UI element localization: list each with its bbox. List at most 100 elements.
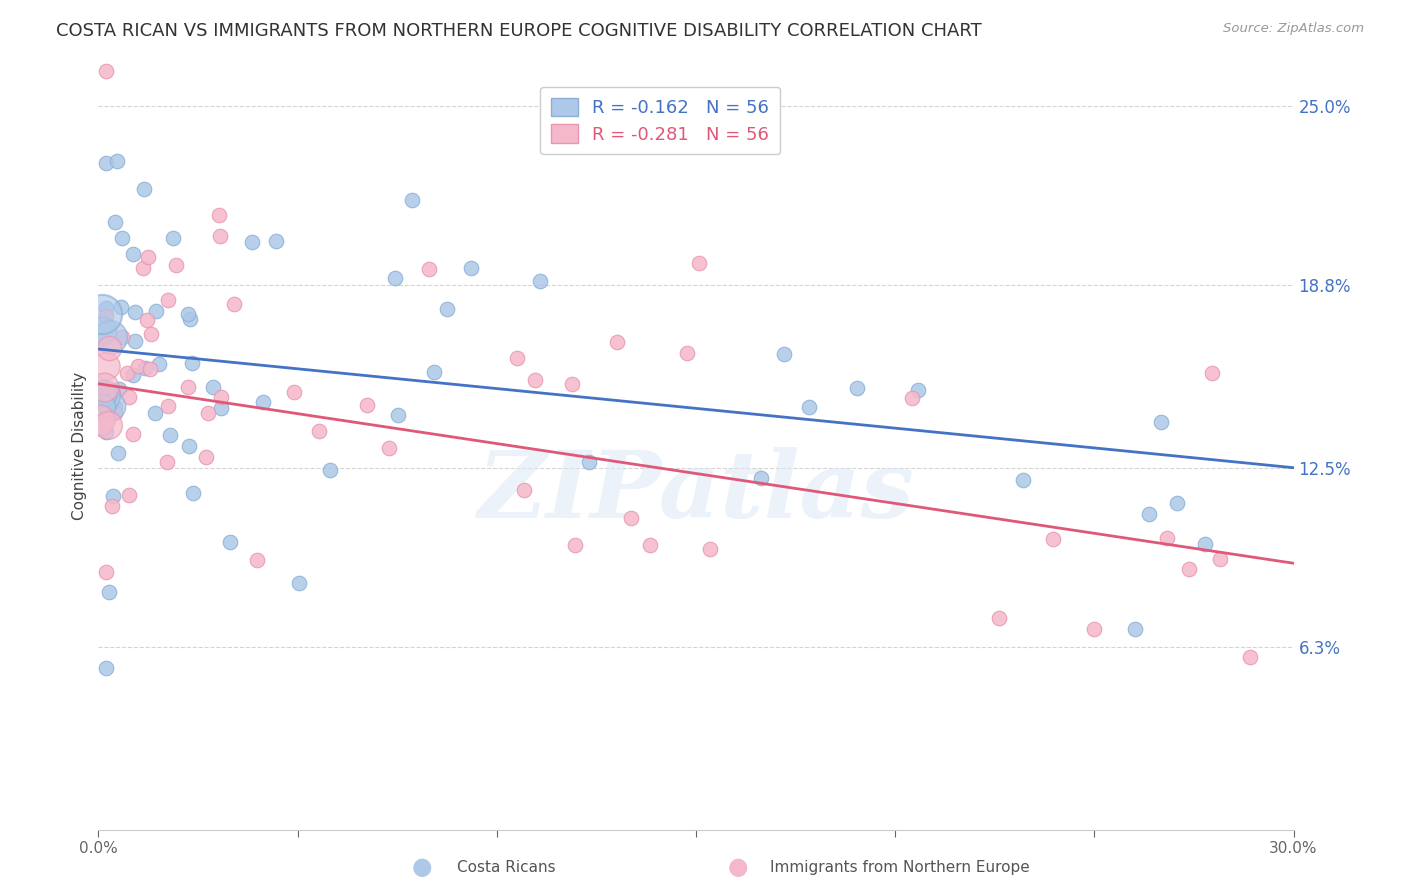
Point [107,446,129,460]
Point [111,231,134,245]
Point [101,399,124,413]
Point [436,302,458,317]
Point [1178,562,1201,576]
Point [162,231,184,245]
Point [96,413,118,427]
Point [96,310,118,324]
Point [97,342,120,356]
Text: ZIPatlas: ZIPatlas [478,447,914,537]
Point [159,427,181,442]
Text: Source: ZipAtlas.com: Source: ZipAtlas.com [1223,22,1364,36]
Point [907,383,929,397]
Point [156,293,179,307]
Point [675,346,697,360]
Point [606,334,628,349]
Point [423,365,446,379]
Point [1156,531,1178,545]
Point [194,450,217,464]
Point [124,305,146,319]
Point [401,194,423,208]
Point [107,382,129,396]
Point [145,304,167,318]
Point [387,409,409,423]
Point [319,463,342,477]
Point [89,412,111,426]
Point [246,552,269,566]
Text: ●: ● [412,855,432,879]
Point [418,261,440,276]
Text: Costa Ricans: Costa Ricans [457,860,555,874]
Text: ●: ● [728,855,748,879]
Point [699,542,721,557]
Point [1209,552,1232,566]
Point [91,324,114,338]
Point [505,351,527,365]
Point [1137,507,1160,521]
Point [561,376,583,391]
Y-axis label: Cognitive Disability: Cognitive Disability [72,372,87,520]
Point [1201,367,1223,381]
Point [90,401,112,415]
Point [209,228,232,243]
Point [148,357,170,371]
Point [524,373,547,387]
Point [283,385,305,400]
Point [139,361,162,376]
Point [209,401,232,415]
Point [104,215,127,229]
Text: COSTA RICAN VS IMMIGRANTS FROM NORTHERN EUROPE COGNITIVE DISABILITY CORRELATION : COSTA RICAN VS IMMIGRANTS FROM NORTHERN … [56,22,981,40]
Point [1166,496,1188,510]
Point [384,271,406,285]
Point [136,250,159,264]
Point [111,330,134,344]
Point [513,483,536,498]
Point [460,260,482,275]
Point [218,534,240,549]
Point [620,511,643,525]
Point [224,296,246,310]
Point [197,406,219,420]
Point [117,367,139,381]
Point [181,486,204,500]
Point [179,438,201,452]
Point [96,661,118,675]
Text: Immigrants from Northern Europe: Immigrants from Northern Europe [770,860,1031,874]
Point [121,368,143,382]
Point [156,455,179,469]
Point [96,385,118,400]
Point [1194,537,1216,551]
Point [96,156,118,170]
Legend: R = -0.162   N = 56, R = -0.281   N = 56: R = -0.162 N = 56, R = -0.281 N = 56 [540,87,780,154]
Point [1012,473,1035,487]
Point [101,386,124,401]
Point [266,234,288,248]
Point [96,301,118,315]
Point [127,359,149,373]
Point [179,311,201,326]
Point [132,181,155,195]
Point [93,380,115,394]
Point [104,400,127,414]
Point [529,274,551,288]
Point [94,359,117,373]
Point [356,398,378,412]
Point [156,400,179,414]
Point [1042,533,1064,547]
Point [96,565,118,579]
Point [104,406,127,420]
Point [180,355,202,369]
Point [688,256,710,270]
Point [638,538,661,552]
Point [799,401,821,415]
Point [132,261,155,276]
Point [749,470,772,484]
Point [1083,622,1105,636]
Point [287,576,309,591]
Point [177,379,200,393]
Point [252,394,274,409]
Point [122,427,145,442]
Point [177,307,200,321]
Point [165,258,187,272]
Point [308,424,330,438]
Point [987,611,1010,625]
